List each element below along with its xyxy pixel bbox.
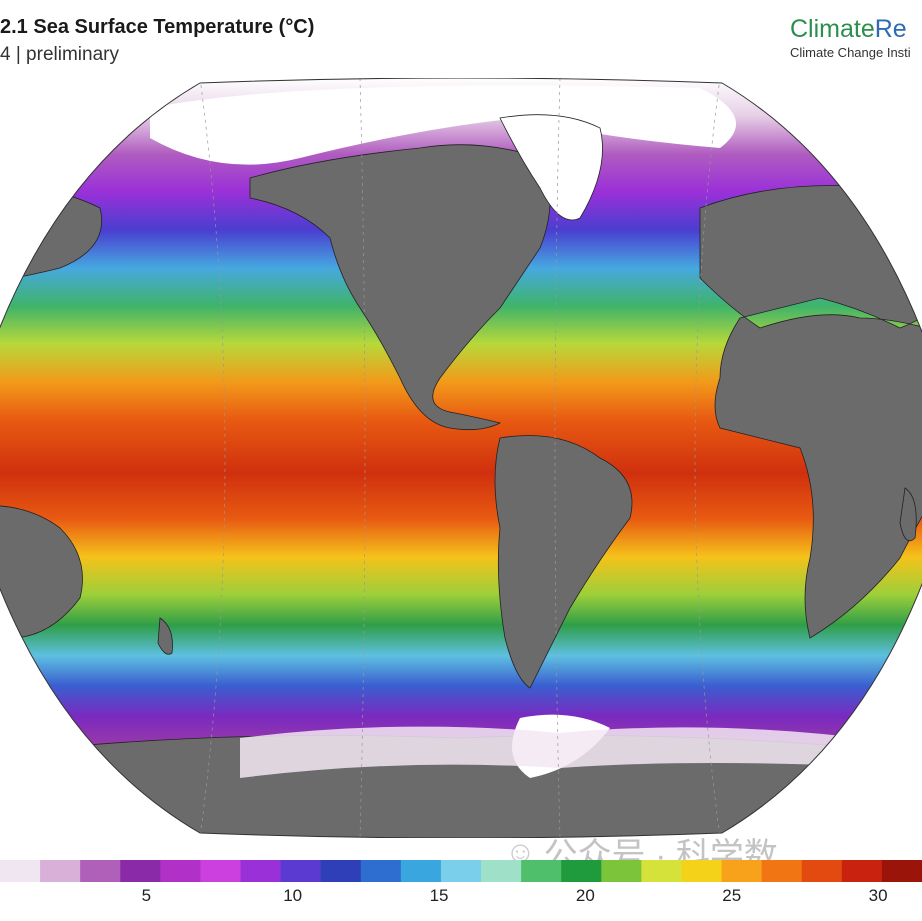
map-subtitle: 4 | preliminary — [0, 44, 119, 65]
colorbar-segment — [494, 860, 509, 882]
colorbar-segment — [240, 860, 255, 882]
colorbar-segment — [801, 860, 816, 882]
colorbar-segment — [200, 860, 215, 882]
colorbar-segment — [53, 860, 68, 882]
colorbar-segment — [0, 860, 14, 882]
antarctic-sea-ice — [240, 726, 900, 778]
colorbar-segment — [160, 860, 175, 882]
colorbar-segment — [427, 860, 442, 882]
brand-name-part2: Re — [874, 15, 907, 43]
colorbar-segment — [614, 860, 629, 882]
colorbar-segment — [828, 860, 843, 882]
colorbar-segment — [587, 860, 602, 882]
colorbar-segment — [347, 860, 362, 882]
europe-africa-landmass — [699, 185, 922, 639]
colorbar-segment — [574, 860, 589, 882]
colorbar-segment — [93, 860, 108, 882]
colorbar-segment — [146, 860, 161, 882]
colorbar-segment — [868, 860, 883, 882]
colorbar-segment — [708, 860, 723, 882]
colorbar-segment — [414, 860, 429, 882]
colorbar-segment — [881, 860, 896, 882]
brand-logo[interactable]: ClimateRe Climate Change Insti — [790, 14, 911, 62]
colorbar-segment — [320, 860, 335, 882]
colorbar-segment — [654, 860, 669, 882]
colorbar-segment — [748, 860, 763, 882]
colorbar-segment — [761, 860, 776, 882]
colorbar-segment — [120, 860, 135, 882]
colorbar-segment — [908, 860, 922, 882]
arctic-ice — [150, 85, 736, 165]
south-america-landmass — [494, 435, 633, 689]
colorbar-tick-label: 20 — [575, 886, 595, 905]
graticule — [199, 78, 721, 838]
colorbar-segment — [293, 860, 308, 882]
brand-tagline: Climate Change Insti — [790, 45, 911, 60]
colorbar-segment — [13, 860, 28, 882]
colorbar-segment — [721, 860, 736, 882]
colorbar-segment — [106, 860, 121, 882]
colorbar-segment — [387, 860, 402, 882]
australia-landmass — [0, 505, 83, 639]
colorbar-segment — [601, 860, 616, 882]
colorbar-segment — [374, 860, 389, 882]
colorbar-segment — [360, 860, 375, 882]
colorbar-segment — [681, 860, 696, 882]
world-map-svg — [0, 78, 922, 838]
colorbar-segment — [788, 860, 803, 882]
colorbar-segment — [534, 860, 549, 882]
colorbar-segment — [253, 860, 268, 882]
colorbar-segment — [334, 860, 349, 882]
colorbar-segment — [694, 860, 709, 882]
colorbar-segment — [66, 860, 81, 882]
colorbar-segment — [521, 860, 536, 882]
colorbar-segment — [213, 860, 228, 882]
colorbar-ticks: 5 10 15 20 25 30 — [0, 886, 922, 912]
madagascar-landmass — [899, 487, 917, 542]
colorbar-segment — [561, 860, 576, 882]
greenland-landmass — [499, 114, 603, 221]
colorbar-segment — [841, 860, 856, 882]
colorbar-segment — [668, 860, 683, 882]
map-outline — [0, 78, 922, 838]
colorbar-segment — [855, 860, 870, 882]
colorbar-segment — [227, 860, 242, 882]
colorbar-segment — [481, 860, 495, 882]
colorbar-segment — [628, 860, 642, 882]
colorbar-tick-label: 15 — [429, 886, 449, 905]
colorbar-segment — [26, 860, 41, 882]
colorbar-segment — [454, 860, 469, 882]
colorbar-segment — [133, 860, 148, 882]
colorbar-segment — [307, 860, 322, 882]
map-title: 2.1 Sea Surface Temperature (°C) — [0, 16, 315, 38]
colorbar-segment — [467, 860, 482, 882]
colorbar-segment — [280, 860, 295, 882]
colorbar-segment — [775, 860, 789, 882]
colorbar-segment — [80, 860, 95, 882]
colorbar-segment — [547, 860, 562, 882]
colorbar-tick-label: 5 — [141, 886, 152, 905]
new-zealand-landmass — [157, 617, 173, 655]
colorbar-segment — [734, 860, 749, 882]
brand-name: ClimateRe — [790, 14, 911, 44]
colorbar-segment — [400, 860, 415, 882]
north-america-landmass — [249, 144, 551, 431]
colorbar-segment — [440, 860, 455, 882]
sst-map — [0, 78, 922, 838]
colorbar-segment — [641, 860, 656, 882]
colorbar-segment — [187, 860, 202, 882]
colorbar-tick-label: 25 — [722, 886, 742, 905]
colorbar-segment — [40, 860, 55, 882]
colorbar-segment — [173, 860, 188, 882]
colorbar — [0, 860, 922, 882]
colorbar-segment — [267, 860, 282, 882]
brand-name-part1: Climate — [790, 15, 875, 43]
colorbar-segment — [815, 860, 830, 882]
colorbar-tick-label: 30 — [868, 886, 888, 905]
colorbar-segment — [507, 860, 522, 882]
colorbar-segment — [895, 860, 910, 882]
colorbar-tick-label: 10 — [283, 886, 303, 905]
